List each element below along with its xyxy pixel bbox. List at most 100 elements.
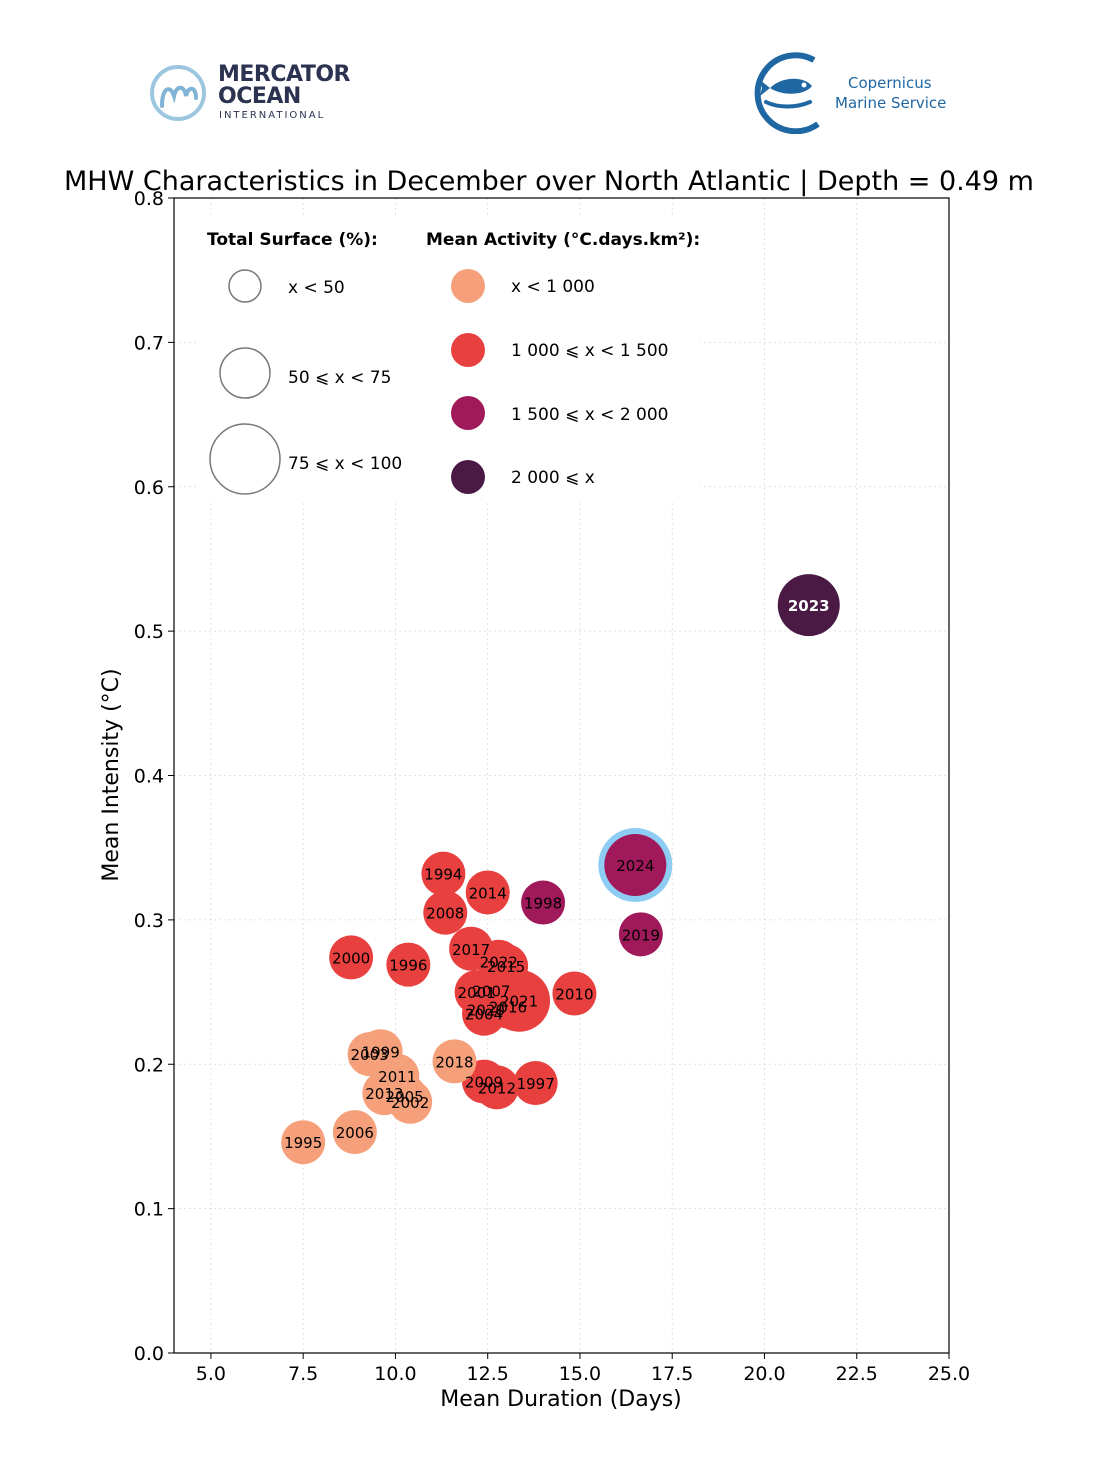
y-tick-label: 0.3	[134, 910, 164, 932]
legend-activity-ge2000-label: 2 000 ⩽ x	[511, 468, 595, 488]
y-tick-label: 0.2	[134, 1054, 164, 1076]
legend-activity-ge2000-marker	[451, 460, 485, 494]
point-label-2024: 2024	[616, 857, 654, 875]
logo-line-1: MERCATOR	[218, 62, 350, 87]
x-tick-label: 5.0	[196, 1363, 226, 1385]
legend-activity-lt1000-marker	[451, 269, 485, 303]
point-2024	[604, 834, 667, 897]
y-tick-label: 0.7	[134, 332, 164, 354]
point-2019	[618, 912, 663, 957]
x-tick-label: 25.0	[928, 1363, 970, 1385]
x-tick-label: 10.0	[374, 1363, 416, 1385]
data-labels: 1994 1995 1996 1997 1998 1999 2000 2001 2002 2003…	[284, 597, 830, 1152]
y-tick-label: 0.0	[134, 1343, 164, 1365]
legend-surface-small-marker	[228, 269, 262, 303]
point-label-2022: 2022	[480, 954, 518, 972]
point-label-2012: 2012	[478, 1079, 516, 1097]
copernicus-marine-logo: Copernicus Marine Service	[748, 50, 958, 134]
legend-activity-1500-2000-label: 1 500 ⩽ x < 2 000	[511, 405, 669, 425]
point-label-2017: 2017	[452, 941, 490, 959]
point-label-1998: 1998	[524, 895, 562, 913]
point-label-2013: 2013	[365, 1085, 403, 1103]
point-label-2006: 2006	[336, 1124, 374, 1142]
point-2014	[465, 870, 510, 915]
point-2013	[362, 1071, 407, 1116]
y-tick-label: 0.8	[134, 188, 164, 210]
x-tick-label: 7.5	[288, 1363, 318, 1385]
y-tick-label: 0.4	[134, 766, 164, 788]
legend-activity-1000-1500-label: 1 000 ⩽ x < 1 500	[511, 341, 669, 361]
legend-surface-large-marker	[209, 423, 281, 495]
mercator-wave-icon	[150, 65, 206, 121]
legend-activity-lt1000-label: x < 1 000	[511, 277, 595, 297]
point-1998	[521, 880, 566, 925]
logo-copernicus-line-1: Copernicus	[848, 74, 932, 92]
point-1994	[421, 851, 466, 896]
x-tick-label: 12.5	[467, 1363, 509, 1385]
point-label-2019: 2019	[622, 926, 660, 944]
x-tick-label: 22.5	[836, 1363, 878, 1385]
point-label-2004: 2004	[465, 1006, 503, 1024]
point-2000	[329, 935, 374, 980]
point-2012	[474, 1065, 519, 1110]
point-label-2009: 2009	[465, 1074, 503, 1092]
point-label-2005: 2005	[386, 1088, 424, 1106]
point-label-2015: 2015	[487, 958, 525, 976]
logo-line-3: INTERNATIONAL	[219, 110, 326, 121]
point-label-1995: 1995	[284, 1134, 322, 1152]
point-label-2003: 2003	[351, 1046, 389, 1064]
x-tick-label: 17.5	[651, 1363, 693, 1385]
copernicus-fish-icon	[754, 52, 820, 134]
point-2021	[488, 969, 551, 1032]
data-points	[281, 574, 840, 1165]
point-label-2021: 2021	[500, 993, 538, 1011]
legend-surface-medium-marker	[219, 347, 271, 399]
point-1997	[513, 1061, 558, 1106]
point-label-2007: 2007	[472, 983, 510, 1001]
point-label-1996: 1996	[389, 957, 427, 975]
point-label-1997: 1997	[517, 1075, 555, 1093]
mercator-ocean-logo: MERCATOR OCEAN INTERNATIONAL	[148, 62, 358, 126]
point-label-2008: 2008	[426, 905, 464, 923]
point-label-2023: 2023	[788, 597, 830, 615]
point-label-2001: 2001	[458, 984, 496, 1002]
point-1995	[281, 1120, 326, 1165]
x-axis-label: Mean Duration (Days)	[440, 1387, 682, 1412]
point-label-1999: 1999	[362, 1043, 400, 1061]
x-tick-label: 15.0	[559, 1363, 601, 1385]
point-2023	[777, 574, 840, 637]
x-tick-label: 20.0	[743, 1363, 785, 1385]
point-label-2010: 2010	[555, 986, 593, 1004]
legend-surface-large-label: 75 ⩽ x < 100	[288, 454, 402, 474]
point-1996	[386, 942, 431, 987]
chart-title: MHW Characteristics in December over Nor…	[64, 166, 1034, 197]
axis-ticks: 5.0 7.5 10.0 12.5 15.0 17.5 20.0 22.5 25.0 0.0 0.1…	[134, 188, 970, 1385]
point-label-2016: 2016	[489, 999, 527, 1017]
point-label-2014: 2014	[469, 884, 507, 902]
y-tick-label: 0.5	[134, 621, 164, 643]
point-label-1994: 1994	[424, 866, 462, 884]
point-label-2018: 2018	[435, 1053, 473, 1071]
legend-activity-title: Mean Activity (°C.days.km²):	[426, 230, 700, 250]
legend-surface-medium-label: 50 ⩽ x < 75	[288, 368, 391, 388]
point-label-2000: 2000	[332, 949, 370, 967]
legend-surface-title: Total Surface (%):	[207, 230, 378, 250]
legend-surface-small-label: x < 50	[288, 278, 345, 298]
point-label-2020: 2020	[467, 1001, 505, 1019]
legend-activity-1000-1500-marker	[451, 333, 485, 367]
point-label-2002: 2002	[391, 1094, 429, 1112]
legend-activity-1500-2000-marker	[451, 396, 485, 430]
y-axis-label: Mean Intensity (°C)	[99, 668, 124, 881]
legend: Total Surface (%): Mean Activity (°C.day…	[196, 216, 700, 500]
point-2010	[552, 971, 597, 1016]
point-label-2011: 2011	[378, 1068, 416, 1086]
logo-copernicus-line-2: Marine Service	[835, 94, 947, 112]
y-tick-label: 0.6	[134, 477, 164, 499]
point-2022	[476, 939, 521, 984]
point-2006	[332, 1110, 377, 1155]
logo-line-2: OCEAN	[218, 84, 301, 109]
point-2018	[432, 1039, 477, 1084]
point-2008	[423, 890, 468, 935]
y-tick-label: 0.1	[134, 1199, 164, 1221]
